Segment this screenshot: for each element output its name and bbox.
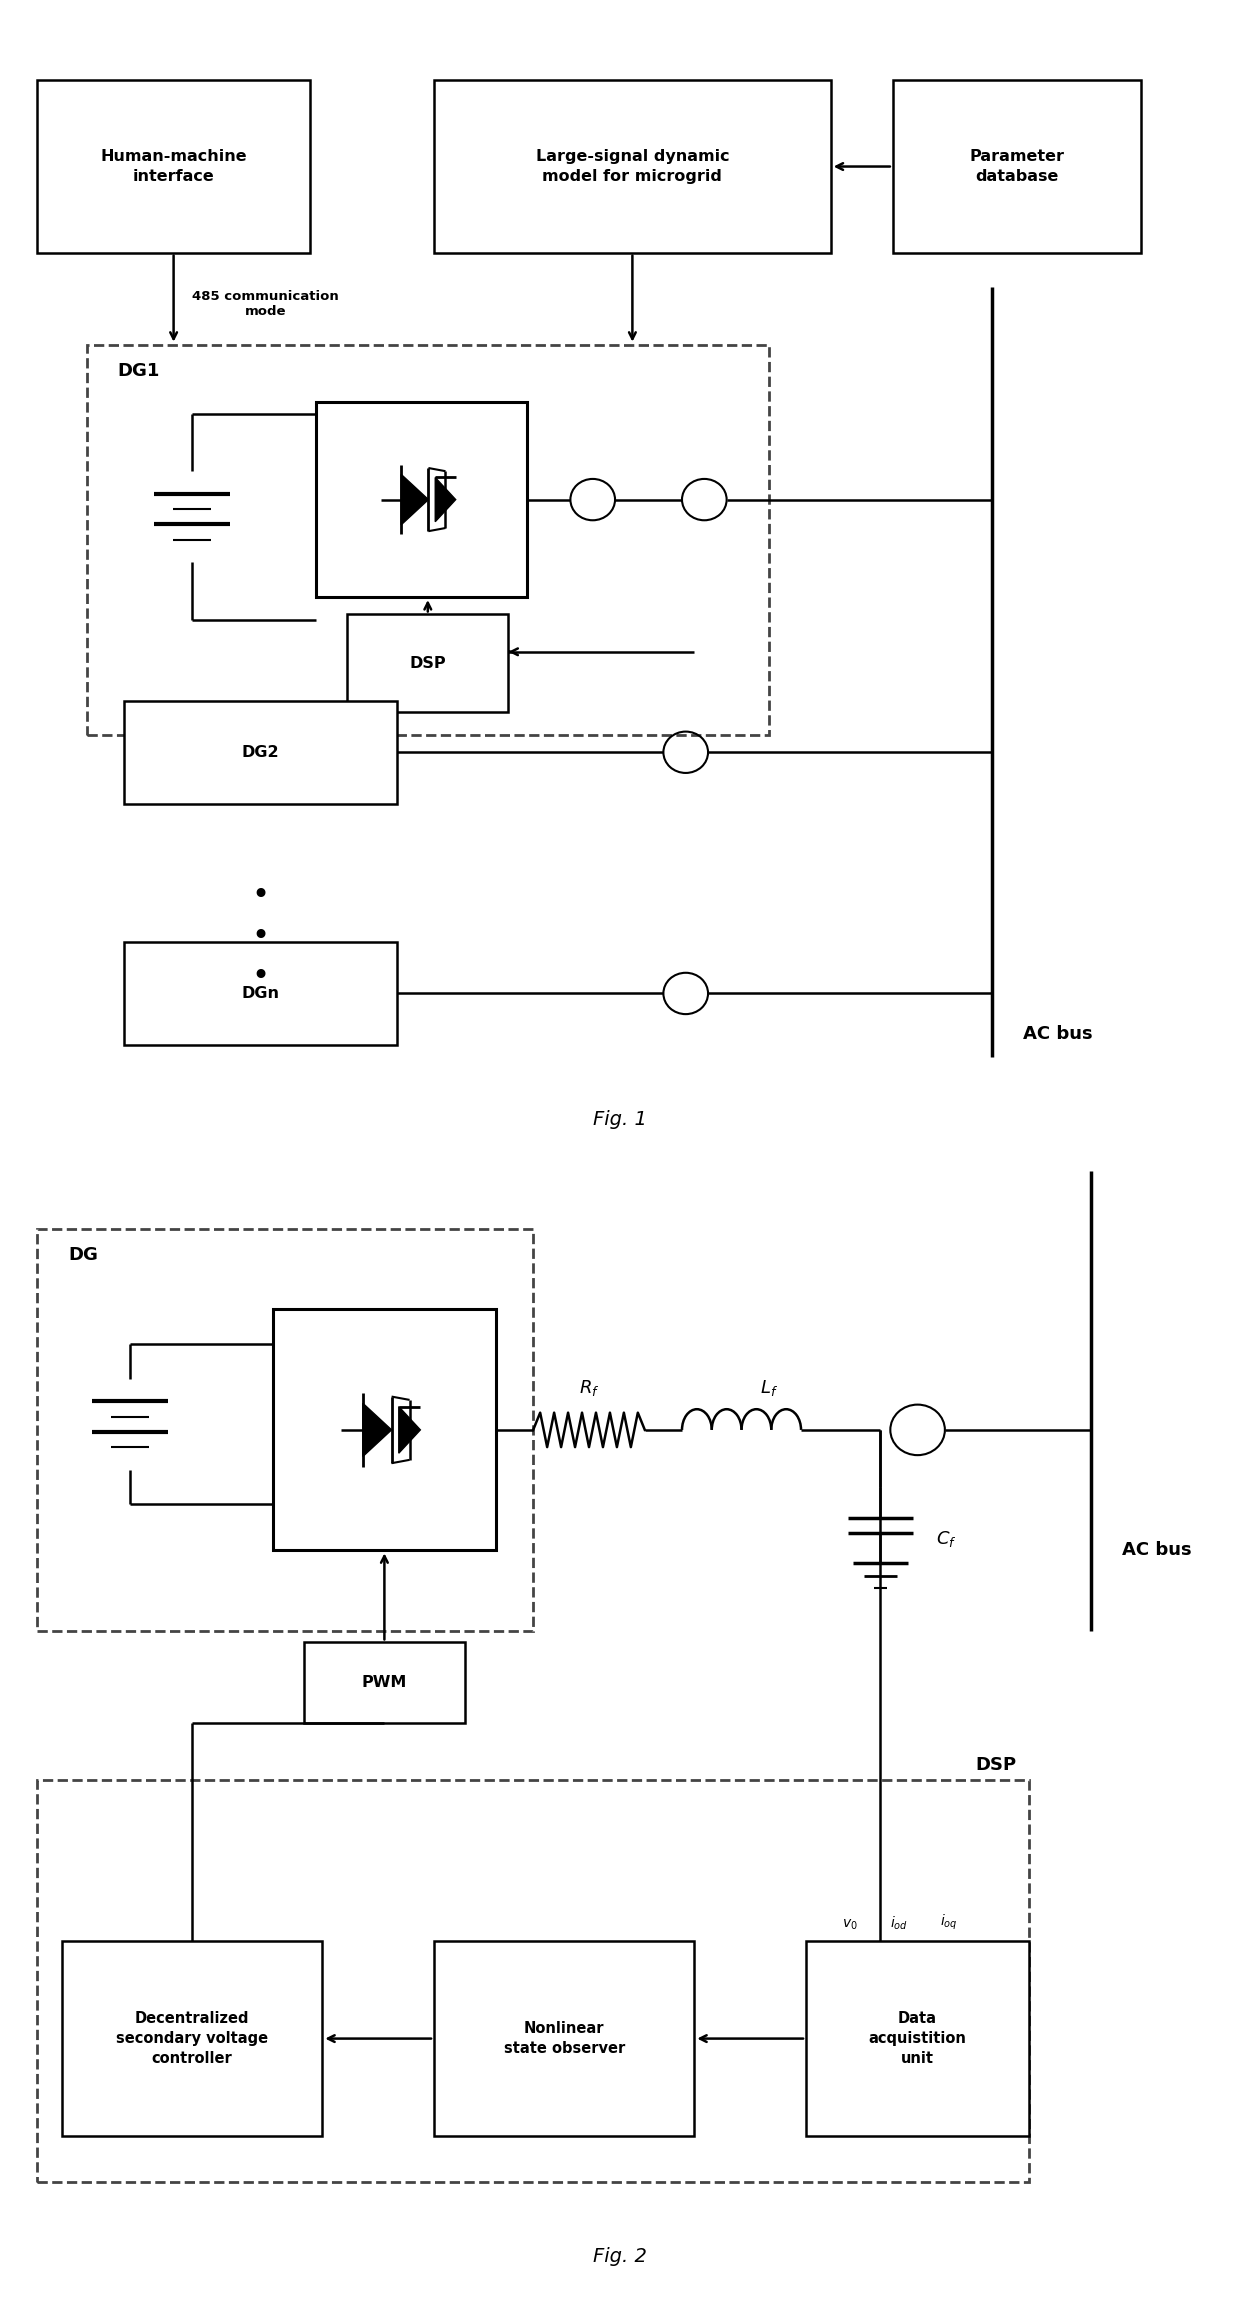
Text: PWM: PWM: [362, 1675, 407, 1691]
Polygon shape: [402, 475, 429, 526]
Text: 485 communication
mode: 485 communication mode: [192, 289, 339, 319]
FancyBboxPatch shape: [124, 942, 397, 1045]
Text: DG1: DG1: [118, 363, 160, 379]
Text: Fig. 1: Fig. 1: [593, 1109, 647, 1130]
Text: DSP: DSP: [409, 655, 446, 671]
Text: Nonlinear
state observer: Nonlinear state observer: [503, 2021, 625, 2056]
Text: $R_f$: $R_f$: [579, 1378, 599, 1397]
Text: $i_{od}$: $i_{od}$: [890, 1913, 908, 1932]
Text: •: •: [252, 882, 269, 910]
Text: Human-machine
interface: Human-machine interface: [100, 149, 247, 184]
FancyBboxPatch shape: [273, 1309, 496, 1550]
Polygon shape: [399, 1406, 420, 1454]
Text: Fig. 2: Fig. 2: [593, 2246, 647, 2267]
Polygon shape: [435, 478, 456, 521]
Text: Parameter
database: Parameter database: [970, 149, 1064, 184]
FancyBboxPatch shape: [316, 402, 527, 597]
Text: Decentralized
secondary voltage
controller: Decentralized secondary voltage controll…: [117, 2012, 268, 2065]
Text: •: •: [252, 921, 269, 951]
Text: $i_{oq}$: $i_{oq}$: [940, 1913, 957, 1932]
Text: DG2: DG2: [242, 744, 279, 760]
Polygon shape: [363, 1403, 392, 1456]
Text: AC bus: AC bus: [1023, 1024, 1092, 1043]
Text: DSP: DSP: [976, 1757, 1017, 1773]
Text: •: •: [252, 962, 269, 990]
Text: AC bus: AC bus: [1122, 1541, 1192, 1560]
FancyBboxPatch shape: [893, 80, 1141, 253]
Text: Large-signal dynamic
model for microgrid: Large-signal dynamic model for microgrid: [536, 149, 729, 184]
FancyBboxPatch shape: [434, 80, 831, 253]
FancyBboxPatch shape: [37, 80, 310, 253]
Text: $C_f$: $C_f$: [936, 1530, 957, 1548]
Text: $v_0$: $v_0$: [842, 1918, 858, 1932]
FancyBboxPatch shape: [347, 616, 508, 712]
Text: DGn: DGn: [242, 985, 279, 1001]
Text: DG: DG: [68, 1245, 98, 1263]
FancyBboxPatch shape: [806, 1941, 1029, 2136]
Text: $L_f$: $L_f$: [760, 1378, 777, 1397]
FancyBboxPatch shape: [62, 1941, 322, 2136]
FancyBboxPatch shape: [304, 1642, 465, 1723]
FancyBboxPatch shape: [434, 1941, 694, 2136]
FancyBboxPatch shape: [124, 701, 397, 804]
Text: Data
acquistition
unit: Data acquistition unit: [869, 2012, 966, 2065]
